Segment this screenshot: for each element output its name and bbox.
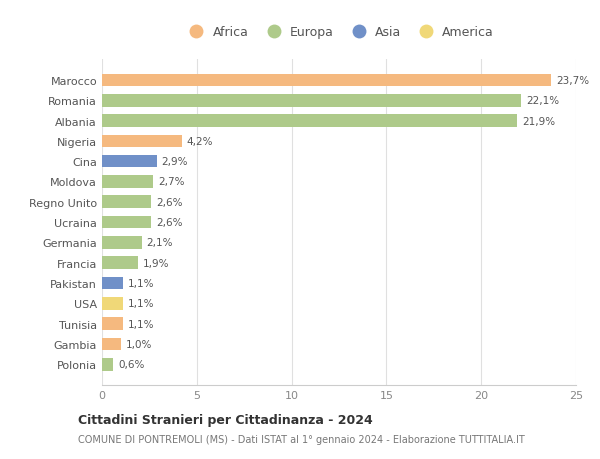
Text: 23,7%: 23,7% [556,76,589,86]
Text: 2,7%: 2,7% [158,177,184,187]
Text: 1,1%: 1,1% [128,319,154,329]
Text: 0,6%: 0,6% [118,359,145,369]
Bar [102,74,551,87]
Bar [102,338,121,351]
Text: 2,6%: 2,6% [156,197,182,207]
Text: 2,1%: 2,1% [146,238,173,248]
Text: 4,2%: 4,2% [187,137,213,146]
Text: Cittadini Stranieri per Cittadinanza - 2024: Cittadini Stranieri per Cittadinanza - 2… [78,413,373,426]
Legend: Africa, Europa, Asia, America: Africa, Europa, Asia, America [181,23,497,41]
Bar [102,216,151,229]
Text: 22,1%: 22,1% [526,96,559,106]
Bar [102,196,151,209]
Bar [102,318,123,330]
Text: 1,0%: 1,0% [126,339,152,349]
Text: 1,1%: 1,1% [128,279,154,288]
Bar [102,297,123,310]
Text: 21,9%: 21,9% [522,116,555,126]
Text: COMUNE DI PONTREMOLI (MS) - Dati ISTAT al 1° gennaio 2024 - Elaborazione TUTTITA: COMUNE DI PONTREMOLI (MS) - Dati ISTAT a… [78,434,525,444]
Bar [102,358,113,371]
Bar [102,115,517,128]
Bar [102,156,157,168]
Text: 1,1%: 1,1% [128,299,154,308]
Bar [102,95,521,107]
Bar [102,135,182,148]
Bar [102,257,138,269]
Bar [102,176,153,188]
Bar [102,277,123,290]
Bar [102,236,142,249]
Text: 2,6%: 2,6% [156,218,182,228]
Text: 1,9%: 1,9% [143,258,169,268]
Text: 2,9%: 2,9% [162,157,188,167]
